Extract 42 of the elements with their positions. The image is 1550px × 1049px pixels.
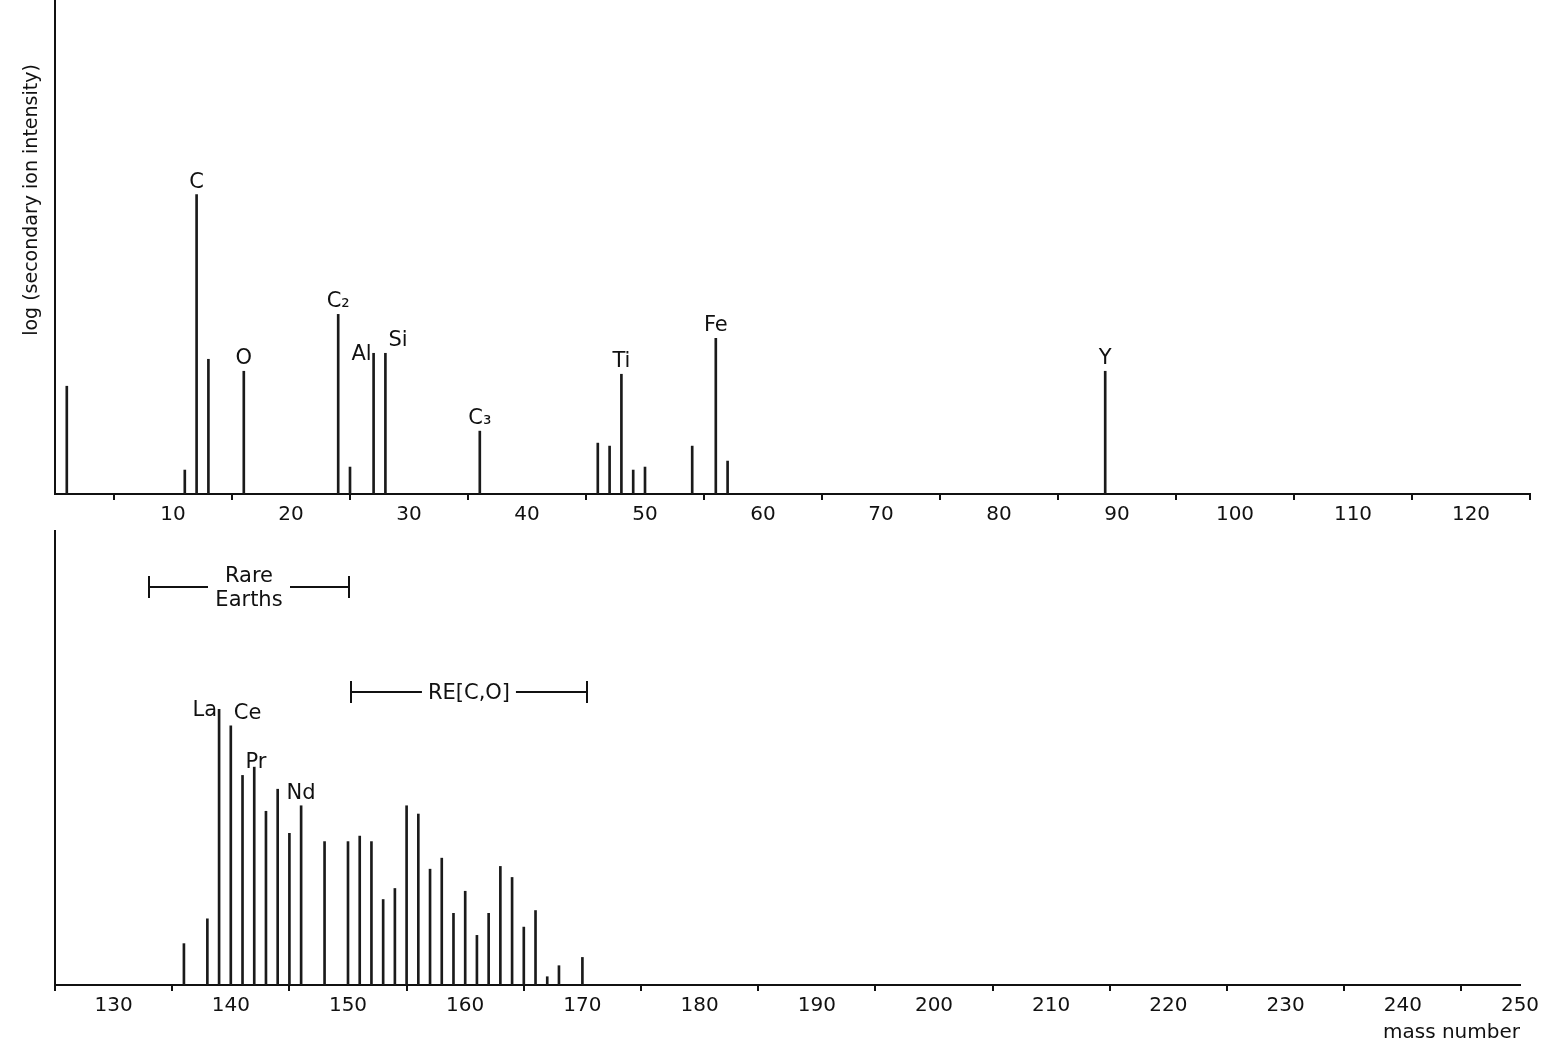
- text: RE[C,O]: [421, 680, 517, 704]
- x-tick-label: 60: [750, 501, 776, 526]
- text: Rare Earths: [208, 563, 290, 611]
- x-tick-label: 80: [986, 501, 1012, 526]
- x-tick-label: 70: [868, 501, 894, 526]
- x-tick-label: 100: [1215, 501, 1255, 526]
- x-tick-label: 40: [514, 501, 540, 526]
- x-tick-label: 210: [1032, 992, 1071, 1017]
- x-axis-title: mass number: [1383, 1019, 1521, 1044]
- x-tick-label: 50: [632, 501, 658, 526]
- x-tick-label: 20: [278, 501, 304, 526]
- x-tick-label: 150: [328, 992, 368, 1017]
- y-axis-title: log (secondary ion intensity): [18, 64, 41, 336]
- annotation: Si: [388, 327, 408, 352]
- annotation: C₃: [468, 405, 492, 430]
- x-tick-label: 10: [160, 501, 186, 526]
- annotation: Nd: [286, 779, 316, 804]
- x-tick-label: 140: [211, 992, 250, 1017]
- annotation: C₂: [326, 288, 350, 313]
- x-tick-label: 190: [797, 992, 836, 1017]
- x-tick-label: 110: [1333, 501, 1373, 526]
- x-tick-label: 160: [446, 992, 485, 1017]
- x-tick-label: 200: [914, 992, 954, 1017]
- x-tick-label: 120: [1451, 501, 1491, 526]
- annotation: Pr: [245, 749, 267, 774]
- annotation: Fe: [703, 312, 728, 337]
- x-tick-label: 30: [396, 501, 422, 526]
- annotation: Y: [1097, 345, 1112, 370]
- x-tick-label: 230: [1266, 992, 1305, 1017]
- x-tick-label: 130: [94, 992, 133, 1017]
- annotation: C: [189, 168, 204, 193]
- x-tick-label: 90: [1104, 501, 1130, 526]
- x-tick-label: 170: [563, 992, 602, 1017]
- annotation: Ce: [233, 699, 262, 724]
- annotation: La: [192, 697, 218, 722]
- annotation: Al: [351, 341, 372, 366]
- x-tick-label: 240: [1383, 992, 1422, 1017]
- x-tick-label: 180: [680, 992, 719, 1017]
- annotation: Ti: [611, 348, 631, 373]
- x-tick-label: 220: [1149, 992, 1188, 1017]
- x-tick-label: 250: [1500, 992, 1540, 1017]
- annotation: O: [235, 345, 253, 370]
